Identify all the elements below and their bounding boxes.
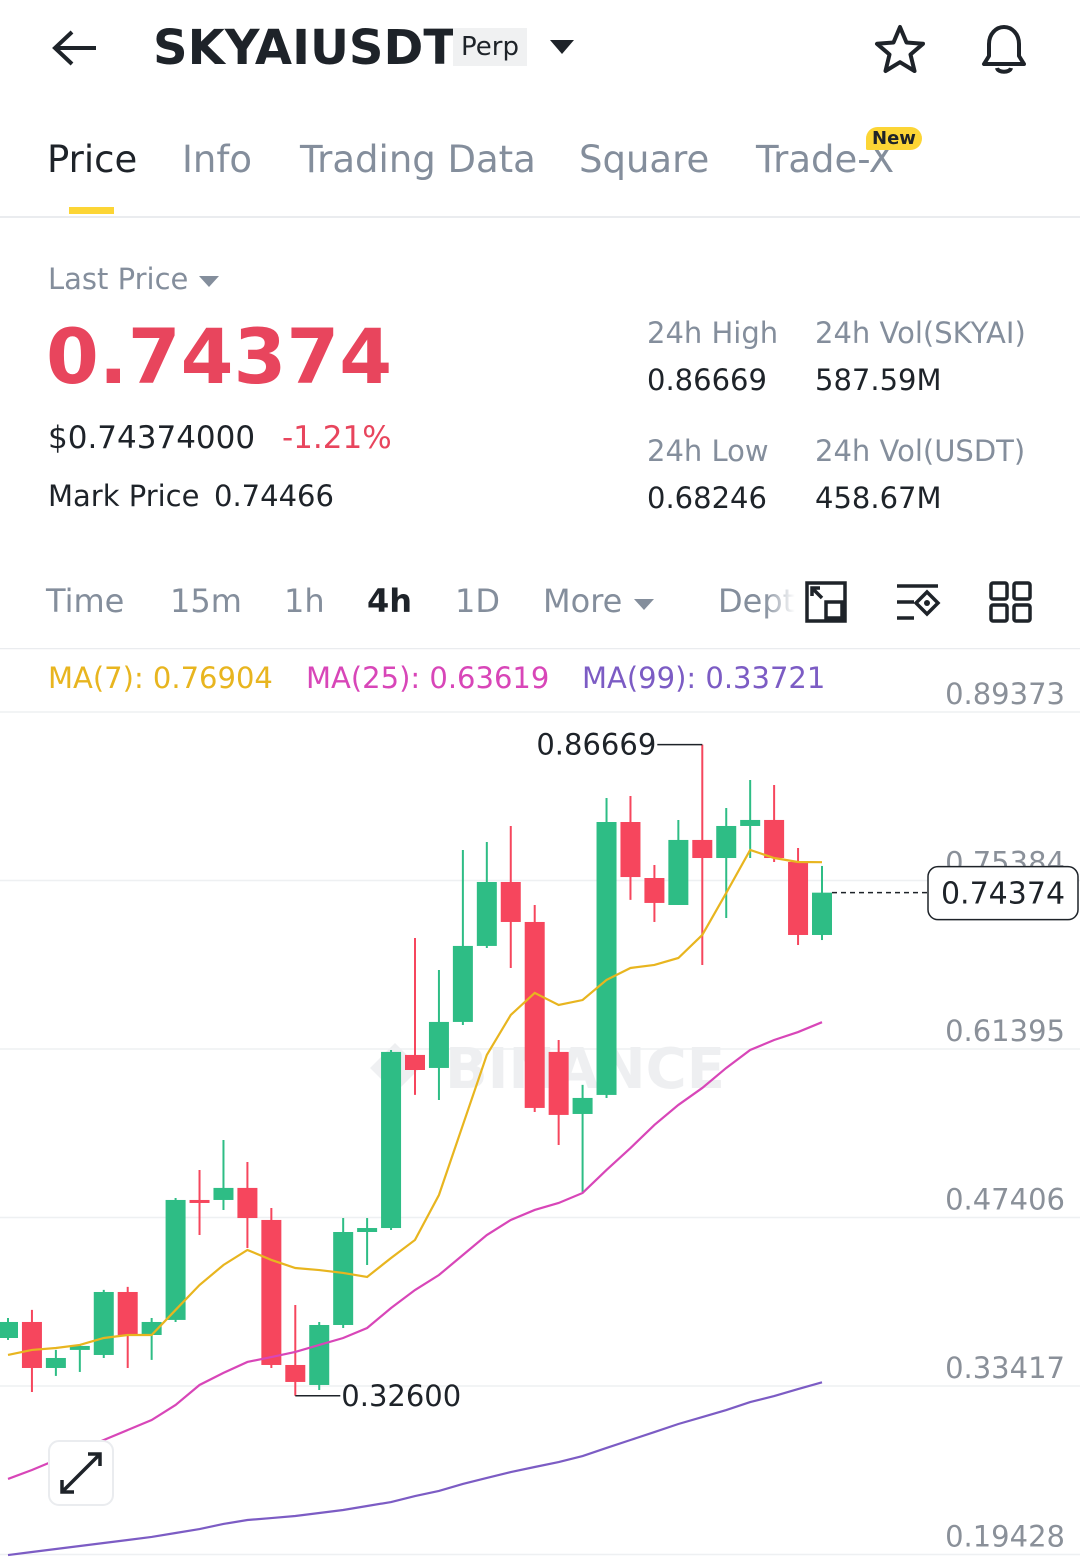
candle-body [309,1324,330,1385]
candle-body [333,1232,354,1325]
candle-body [788,861,809,935]
candle-body [357,1228,378,1233]
candle-body [189,1199,210,1203]
candle-body [405,1054,425,1071]
candle-body [740,819,761,826]
candle-body [45,1357,66,1368]
dropdown[interactable] [198,275,220,289]
y-tick-label: 0.47406 [945,1182,1065,1216]
candle-body [692,839,713,859]
candle-body [381,1051,402,1229]
last-price-label: Last Price [48,262,220,296]
y-tick-label: 0.61395 [945,1014,1065,1048]
ma-legend: MA(7): 0.76904 [48,661,273,695]
candle-body [428,1021,449,1068]
price-change: -1.21% [282,420,392,456]
candle-body [644,878,665,903]
interval[interactable]: More [543,582,655,620]
stat-value: 458.67M [815,481,942,515]
expand-button[interactable] [48,1440,116,1508]
label: Last Price [48,262,189,296]
interval[interactable]: 1h [284,582,325,620]
dropdown [633,599,654,610]
y-tick-label: 0.19428 [945,1519,1065,1553]
watermark-text: BINANCE [445,1037,725,1102]
ma-line [7,848,823,1357]
candle-body [237,1187,258,1219]
tab[interactable]: Price [47,138,138,181]
candle-body [620,822,641,878]
interval[interactable]: 1D [455,582,500,620]
candle-body [572,1097,593,1114]
stat-label: 24h Vol(USDT) [815,434,1026,468]
ma-legend: MA(99): 0.33721 [582,661,825,695]
ma-legend: MA(25): 0.63619 [306,661,549,695]
candle-body [764,819,785,859]
fullscreen-icon[interactable] [804,580,848,624]
active-tab-indicator [69,207,114,214]
candle-body [716,825,737,859]
interval[interactable]: 15m [170,582,242,620]
last-price-tag [927,865,1079,921]
candlestick-chart: BINANCE0.893730.753840.613950.474060.334… [0,648,1080,1557]
candle-body [668,839,689,905]
candle-body [0,1321,18,1338]
candle-body [213,1187,234,1200]
candle-body [21,1321,42,1368]
candle-body [596,822,617,1095]
candle-body [165,1199,186,1320]
y-tick-label: 0.33417 [945,1351,1065,1385]
perp-badge: Perp [453,28,527,66]
stat-label: 24h Vol(SKYAI) [815,316,1026,350]
candle-body [261,1219,282,1365]
mark-price-label: Mark Price [48,479,200,513]
layout-icon[interactable] [988,580,1034,624]
symbol[interactable]: SKYAIUSDT [153,20,457,76]
candle-body [285,1364,306,1382]
new-badge: New [866,127,922,150]
indicator-icon[interactable] [894,580,942,624]
interval[interactable]: Time [46,582,125,620]
candle-body [93,1291,114,1355]
tab[interactable]: Info [182,138,253,181]
label: More [543,582,623,620]
candle-body [452,945,473,1022]
ma-line [7,1381,823,1557]
candle-body [524,921,545,1108]
usd-price: $0.74374000 [48,420,256,456]
interval[interactable]: 4h [367,582,413,620]
divider [0,216,1080,218]
stat-value: 0.68246 [647,481,767,515]
candle-body [117,1291,138,1335]
high-label: 0.86669 [536,728,656,762]
last-price-label: 0.74374 [941,877,1065,912]
back-button[interactable] [50,28,100,68]
candle-body [548,1051,569,1115]
interval[interactable]: Depth [718,582,795,620]
tab[interactable]: Trading Data [300,138,536,181]
stat-value: 0.86669 [647,363,767,397]
stat-label: 24h Low [647,434,769,468]
mark-price: 0.74466 [214,479,334,513]
stat-label: 24h High [647,316,779,350]
dropdown[interactable] [548,38,576,58]
candle-body [500,881,521,922]
candle-body [141,1321,162,1335]
favorite-star[interactable] [873,24,927,76]
ma-line [7,1021,823,1480]
last-price: 0.74374 [46,312,393,401]
y-tick-label: 0.89373 [945,677,1065,711]
candle-body [69,1345,90,1350]
alert-bell[interactable] [976,20,1032,78]
low-label: 0.32600 [341,1379,461,1413]
tab[interactable]: Square [579,138,710,181]
candle-body [476,881,497,946]
stat-value: 587.59M [815,363,942,397]
candle-body [812,892,832,935]
